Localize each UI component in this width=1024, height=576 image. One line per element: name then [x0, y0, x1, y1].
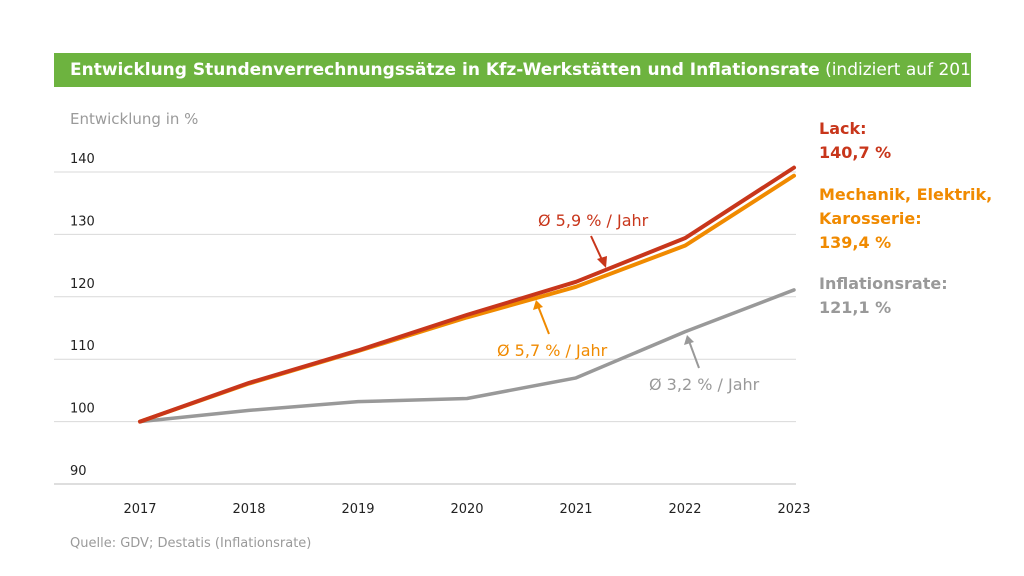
- legend-inflation-value: 121,1 %: [819, 298, 892, 317]
- annotation-lack-arrowhead: [597, 256, 607, 268]
- y-tick-label: 120: [70, 277, 95, 292]
- x-tick-label: 2019: [341, 502, 374, 517]
- annotation-lack: Ø 5,9 % / Jahr: [538, 211, 649, 230]
- annotation-mechanik-arrowhead: [533, 300, 543, 310]
- x-tick-label: 2023: [777, 502, 810, 517]
- legend-lack-name: Lack:: [819, 119, 867, 138]
- y-tick-label: 130: [70, 214, 95, 229]
- series-line-lack: [138, 165, 796, 424]
- x-tick-label: 2021: [559, 502, 592, 517]
- y-tick-label: 140: [70, 152, 95, 167]
- annotation-inflation-arrow: [688, 340, 700, 369]
- legend-inflation: Inflationsrate: 121,1 %: [819, 272, 948, 320]
- x-tick-label: 2017: [123, 502, 156, 517]
- legend-mechanik-value: 139,4 %: [819, 233, 892, 252]
- gridlines: [54, 171, 796, 485]
- legend-lack: Lack: 140,7 %: [819, 117, 891, 165]
- series-line-inflation: [138, 288, 796, 424]
- legend-mechanik-name-1: Mechanik, Elektrik,: [819, 185, 993, 204]
- x-tick-labels: 2017 2018 2019 2020 2021 2022 2023: [123, 502, 810, 517]
- legend-mechanik: Mechanik, Elektrik, Karosserie: 139,4 %: [819, 183, 992, 255]
- legend-mechanik-name-2: Karosserie:: [819, 209, 922, 228]
- annotation-inflation: Ø 3,2 % / Jahr: [649, 375, 760, 394]
- annotation-mechanik-arrow: [537, 305, 550, 335]
- x-tick-label: 2020: [450, 502, 483, 517]
- chart-subtitle: (indiziert auf 2017): [825, 60, 971, 80]
- annotation-mechanik: Ø 5,7 % / Jahr: [497, 341, 608, 360]
- y-axis-label: Entwicklung in %: [70, 110, 198, 128]
- series-lines: [138, 165, 796, 424]
- y-tick-label: 90: [70, 464, 87, 479]
- annotation-inflation-arrowhead: [684, 335, 694, 345]
- annotation-lack-arrow: [590, 235, 604, 263]
- legend-lack-value: 140,7 %: [819, 143, 892, 162]
- legend-inflation-name: Inflationsrate:: [819, 274, 948, 293]
- annotations: Ø 5,9 % / Jahr Ø 5,7 % / Jahr Ø 3,2 % / …: [497, 211, 760, 394]
- chart-title-bar: Entwicklung Stundenverrechnungssätze in …: [54, 53, 971, 87]
- chart-title: Entwicklung Stundenverrechnungssätze in …: [70, 60, 820, 80]
- source-note: Quelle: GDV; Destatis (Inflationsrate): [70, 536, 312, 551]
- x-tick-label: 2022: [668, 502, 701, 517]
- x-tick-label: 2018: [232, 502, 265, 517]
- y-tick-label: 100: [70, 402, 95, 417]
- y-tick-labels: 90 100 110 120 130 140: [70, 152, 95, 479]
- y-tick-label: 110: [70, 339, 95, 354]
